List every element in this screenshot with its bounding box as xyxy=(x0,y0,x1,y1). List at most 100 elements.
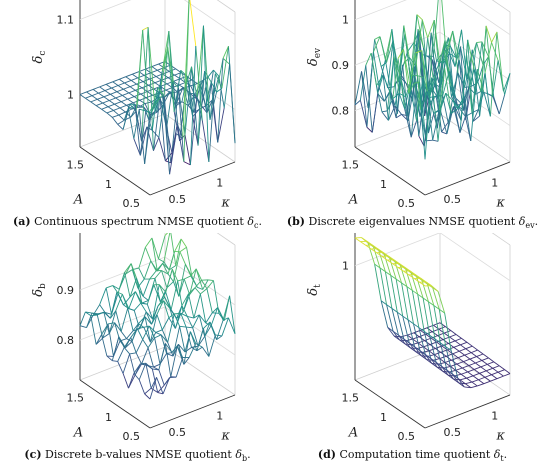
surface-segment xyxy=(117,119,125,125)
surface-segment xyxy=(120,331,127,339)
surface-segment xyxy=(440,58,447,88)
surface-segment xyxy=(95,102,103,106)
surface-segment xyxy=(409,85,417,121)
surface-segment xyxy=(422,297,431,336)
y-axis-label: A xyxy=(348,192,358,207)
surface-segment xyxy=(415,19,423,66)
surface-segment xyxy=(131,269,139,288)
surface-segment xyxy=(453,346,460,352)
surface-segment xyxy=(174,312,181,315)
surface-segment xyxy=(417,29,424,48)
surface-segment xyxy=(139,126,148,156)
surface-segment xyxy=(138,323,145,328)
surface-segment xyxy=(380,300,387,305)
caption-symbol: δ xyxy=(235,448,242,461)
caption-text: Discrete b-values NMSE quotient xyxy=(45,448,236,461)
axis-line xyxy=(424,161,511,196)
surface-segment xyxy=(216,320,224,340)
surface-segment xyxy=(97,96,105,100)
surface-segment xyxy=(204,321,211,337)
surface-segment xyxy=(450,46,457,58)
y-tick-label: 1.5 xyxy=(342,159,360,172)
surface-segment xyxy=(435,362,444,372)
caption-d: (d) Computation time quotient δt. xyxy=(275,448,550,463)
caption-b: (b) Discrete eigenvalues NMSE quotient δ… xyxy=(275,215,550,230)
surface-segment xyxy=(433,305,441,343)
surface-segment xyxy=(196,96,203,121)
surface-segment xyxy=(203,328,210,357)
x-tick-label: 1 xyxy=(491,409,498,422)
surface-plot-a: 1 1.1 0.5 1 0.5 1 1.5 κ Aδc xyxy=(31,0,236,210)
surface-segment xyxy=(154,334,162,339)
surface-segment xyxy=(460,373,467,379)
surface-segment xyxy=(461,29,468,79)
surface-segment xyxy=(119,76,126,80)
surface-segment xyxy=(458,382,465,388)
surface-segment xyxy=(111,117,119,125)
surface-segment xyxy=(432,358,440,361)
surface-segment xyxy=(126,330,134,339)
surface-segment xyxy=(394,105,402,115)
surface-segment xyxy=(452,373,458,379)
surface-segment xyxy=(452,30,459,74)
surface-segment xyxy=(179,246,187,253)
surface-segment xyxy=(171,269,179,282)
surface-segment xyxy=(133,310,141,329)
surface-segment xyxy=(457,357,464,362)
surface-segment xyxy=(163,97,171,175)
surface-segment xyxy=(403,49,410,94)
surface-segment xyxy=(110,91,118,95)
surface-segment xyxy=(401,282,408,288)
surface-segment xyxy=(136,81,144,85)
surface-segment xyxy=(492,365,500,369)
surface-segment xyxy=(448,71,456,107)
surface-segment xyxy=(123,347,130,355)
surface-segment xyxy=(469,42,477,64)
surface-segment xyxy=(122,108,129,130)
surface-segment xyxy=(123,88,130,94)
surface-segment xyxy=(205,312,213,324)
surface-segment xyxy=(144,316,152,325)
surface-segment xyxy=(132,102,139,108)
z-axis-label-sub: b xyxy=(38,283,48,289)
surface-segment xyxy=(473,369,480,374)
surface-segment xyxy=(221,46,229,89)
surface-segment xyxy=(394,76,401,106)
surface-segment xyxy=(452,353,459,359)
surface-segment xyxy=(470,352,477,357)
surface-segment xyxy=(413,278,420,283)
surface-segment xyxy=(179,326,186,353)
surface-segment xyxy=(92,86,100,90)
surface-segment xyxy=(170,280,179,310)
y-tick-label: 0.5 xyxy=(123,430,141,443)
surface-segment xyxy=(176,345,184,358)
surface-segment xyxy=(417,340,425,344)
surface-segment xyxy=(167,273,174,282)
surface-segment xyxy=(423,331,432,359)
surface-segment xyxy=(371,93,379,133)
surface-segment xyxy=(192,327,199,347)
z-axis-label: δc xyxy=(31,51,48,64)
surface-segment xyxy=(91,312,98,316)
surface-segment xyxy=(110,93,117,99)
surface-segment xyxy=(438,50,445,99)
surface-segment xyxy=(148,325,156,339)
surface-segment xyxy=(95,105,102,110)
x-axis-label: κ xyxy=(220,428,230,443)
surface-segment xyxy=(119,104,127,109)
surface-segment xyxy=(147,337,155,349)
surface-segment xyxy=(156,300,164,315)
surface-segment xyxy=(174,238,182,252)
surface-segment xyxy=(209,73,216,120)
surface-segment xyxy=(391,308,399,336)
grid-line xyxy=(164,113,236,163)
surface-segment xyxy=(170,133,177,163)
surface-segment xyxy=(459,377,467,381)
surface-segment xyxy=(135,352,142,365)
surface-segment xyxy=(382,252,389,257)
surface-segment xyxy=(190,268,197,277)
surface-segment xyxy=(443,365,451,369)
surface-segment xyxy=(409,270,416,275)
